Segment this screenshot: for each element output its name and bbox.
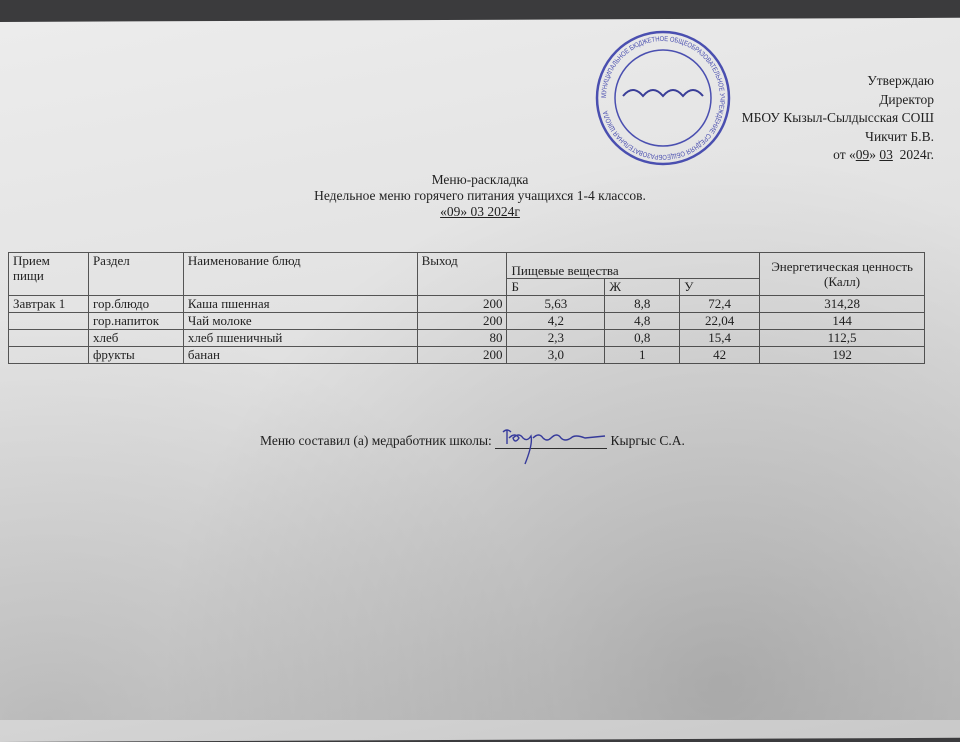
table-row: фрукты банан 200 3,0 1 42 192: [8, 346, 925, 364]
approve-line: Утверждаю: [867, 73, 934, 88]
director-title: Директор: [879, 91, 934, 107]
table-row: хлеб хлеб пшеничный 80 2,3 0,8 15,4 112,5: [8, 329, 925, 347]
cell-section: гор.блюдо: [87, 295, 184, 313]
compiler-name: Кыргыс С.А.: [610, 433, 685, 448]
header-u: У: [679, 277, 761, 297]
cell-u: 42: [679, 346, 761, 364]
document-titles: Меню-раскладка Недельное меню горячего п…: [230, 172, 730, 220]
cell-dish: Чай молоке: [182, 312, 418, 330]
header-dish: Наименование блюд: [182, 252, 418, 296]
date-suffix: г.: [926, 147, 934, 162]
cell-energy: 314,28: [759, 295, 925, 313]
cell-yield: 200: [416, 312, 508, 330]
cell-section: гор.напиток: [87, 312, 184, 330]
table-row: Завтрак 1 гор.блюдо Каша пшенная 200 5,63 8,8…: [8, 295, 925, 313]
approval-date: от «09» 03 2024г.: [742, 146, 934, 165]
svg-text:МУНИЦИПАЛЬНОЕ БЮДЖЕТНОЕ ОБЩЕОБ: МУНИЦИПАЛЬНОЕ БЮДЖЕТНОЕ ОБЩЕОБРАЗОВАТЕЛЬ…: [601, 36, 725, 160]
cell-u: 22,04: [679, 312, 761, 330]
signature-line: [495, 429, 608, 465]
cell-b: 4,2: [506, 312, 606, 330]
cell-b: 3,0: [506, 346, 606, 364]
cell-yield: 200: [416, 295, 508, 313]
handwritten-signature: [502, 429, 606, 465]
header-nutrients: Пищевые вещества: [506, 252, 761, 279]
cell-energy: 192: [759, 346, 925, 364]
cell-dish: хлеб пшеничный: [182, 329, 418, 347]
cell-meal: Завтрак 1: [8, 295, 89, 313]
compiler-line: Меню составил (а) медработник школы: Кыр…: [260, 429, 685, 465]
header-zh: Ж: [604, 277, 681, 297]
approval-block: Утверждаю Директор МБОУ Кызыл-Сылдысская…: [742, 72, 934, 165]
cell-energy: 144: [759, 312, 925, 330]
compiler-label: Меню составил (а) медработник школы:: [260, 433, 492, 448]
cell-u: 15,4: [679, 329, 761, 347]
date-month: 03: [879, 147, 893, 162]
cell-zh: 4,8: [604, 312, 681, 330]
cell-section: хлеб: [87, 329, 184, 347]
date-year: 2024: [899, 147, 927, 162]
cell-b: 5,63: [506, 295, 606, 313]
cell-u: 72,4: [679, 295, 761, 313]
school-stamp: МУНИЦИПАЛЬНОЕ БЮДЖЕТНОЕ ОБЩЕОБРАЗОВАТЕЛЬ…: [595, 30, 731, 166]
date-prefix: от «: [833, 147, 856, 162]
cell-b: 2,3: [506, 329, 606, 347]
menu-table: Прием пищи Раздел Наименование блюд Выхо…: [8, 252, 925, 364]
cell-dish: банан: [182, 346, 418, 364]
document-date: «09» 03 2024г: [440, 204, 520, 219]
cell-meal: [8, 329, 89, 347]
document-title: Меню-раскладка: [431, 172, 529, 187]
header-energy: Энергетическая ценность (Калл): [759, 252, 925, 296]
header-yield: Выход: [416, 252, 508, 296]
cell-energy: 112,5: [759, 329, 925, 347]
cell-section: фрукты: [87, 346, 184, 364]
document-subtitle: Недельное меню горячего питания учащихся…: [314, 188, 646, 203]
cell-meal: [8, 346, 89, 364]
date-sep: »: [869, 147, 876, 162]
cell-yield: 200: [416, 346, 508, 364]
cell-yield: 80: [416, 329, 508, 347]
table-row: гор.напиток Чай молоке 200 4,2 4,8 22,04 144: [8, 312, 925, 330]
cell-zh: 0,8: [604, 329, 681, 347]
date-day: 09: [855, 147, 870, 162]
cell-dish: Каша пшенная: [182, 295, 418, 313]
header-meal: Прием пищи: [8, 252, 89, 296]
school-name: МБОУ Кызыл-Сылдысская СОШ: [741, 110, 934, 125]
header-b: Б: [506, 277, 606, 297]
cell-zh: 8,8: [604, 295, 681, 313]
header-section: Раздел: [87, 252, 184, 296]
cell-zh: 1: [604, 346, 681, 364]
director-name: Чикчит Б.В.: [865, 128, 934, 144]
stamp-text: МУНИЦИПАЛЬНОЕ БЮДЖЕТНОЕ ОБЩЕОБРАЗОВАТЕЛЬ…: [601, 36, 725, 160]
cell-meal: [8, 312, 89, 330]
